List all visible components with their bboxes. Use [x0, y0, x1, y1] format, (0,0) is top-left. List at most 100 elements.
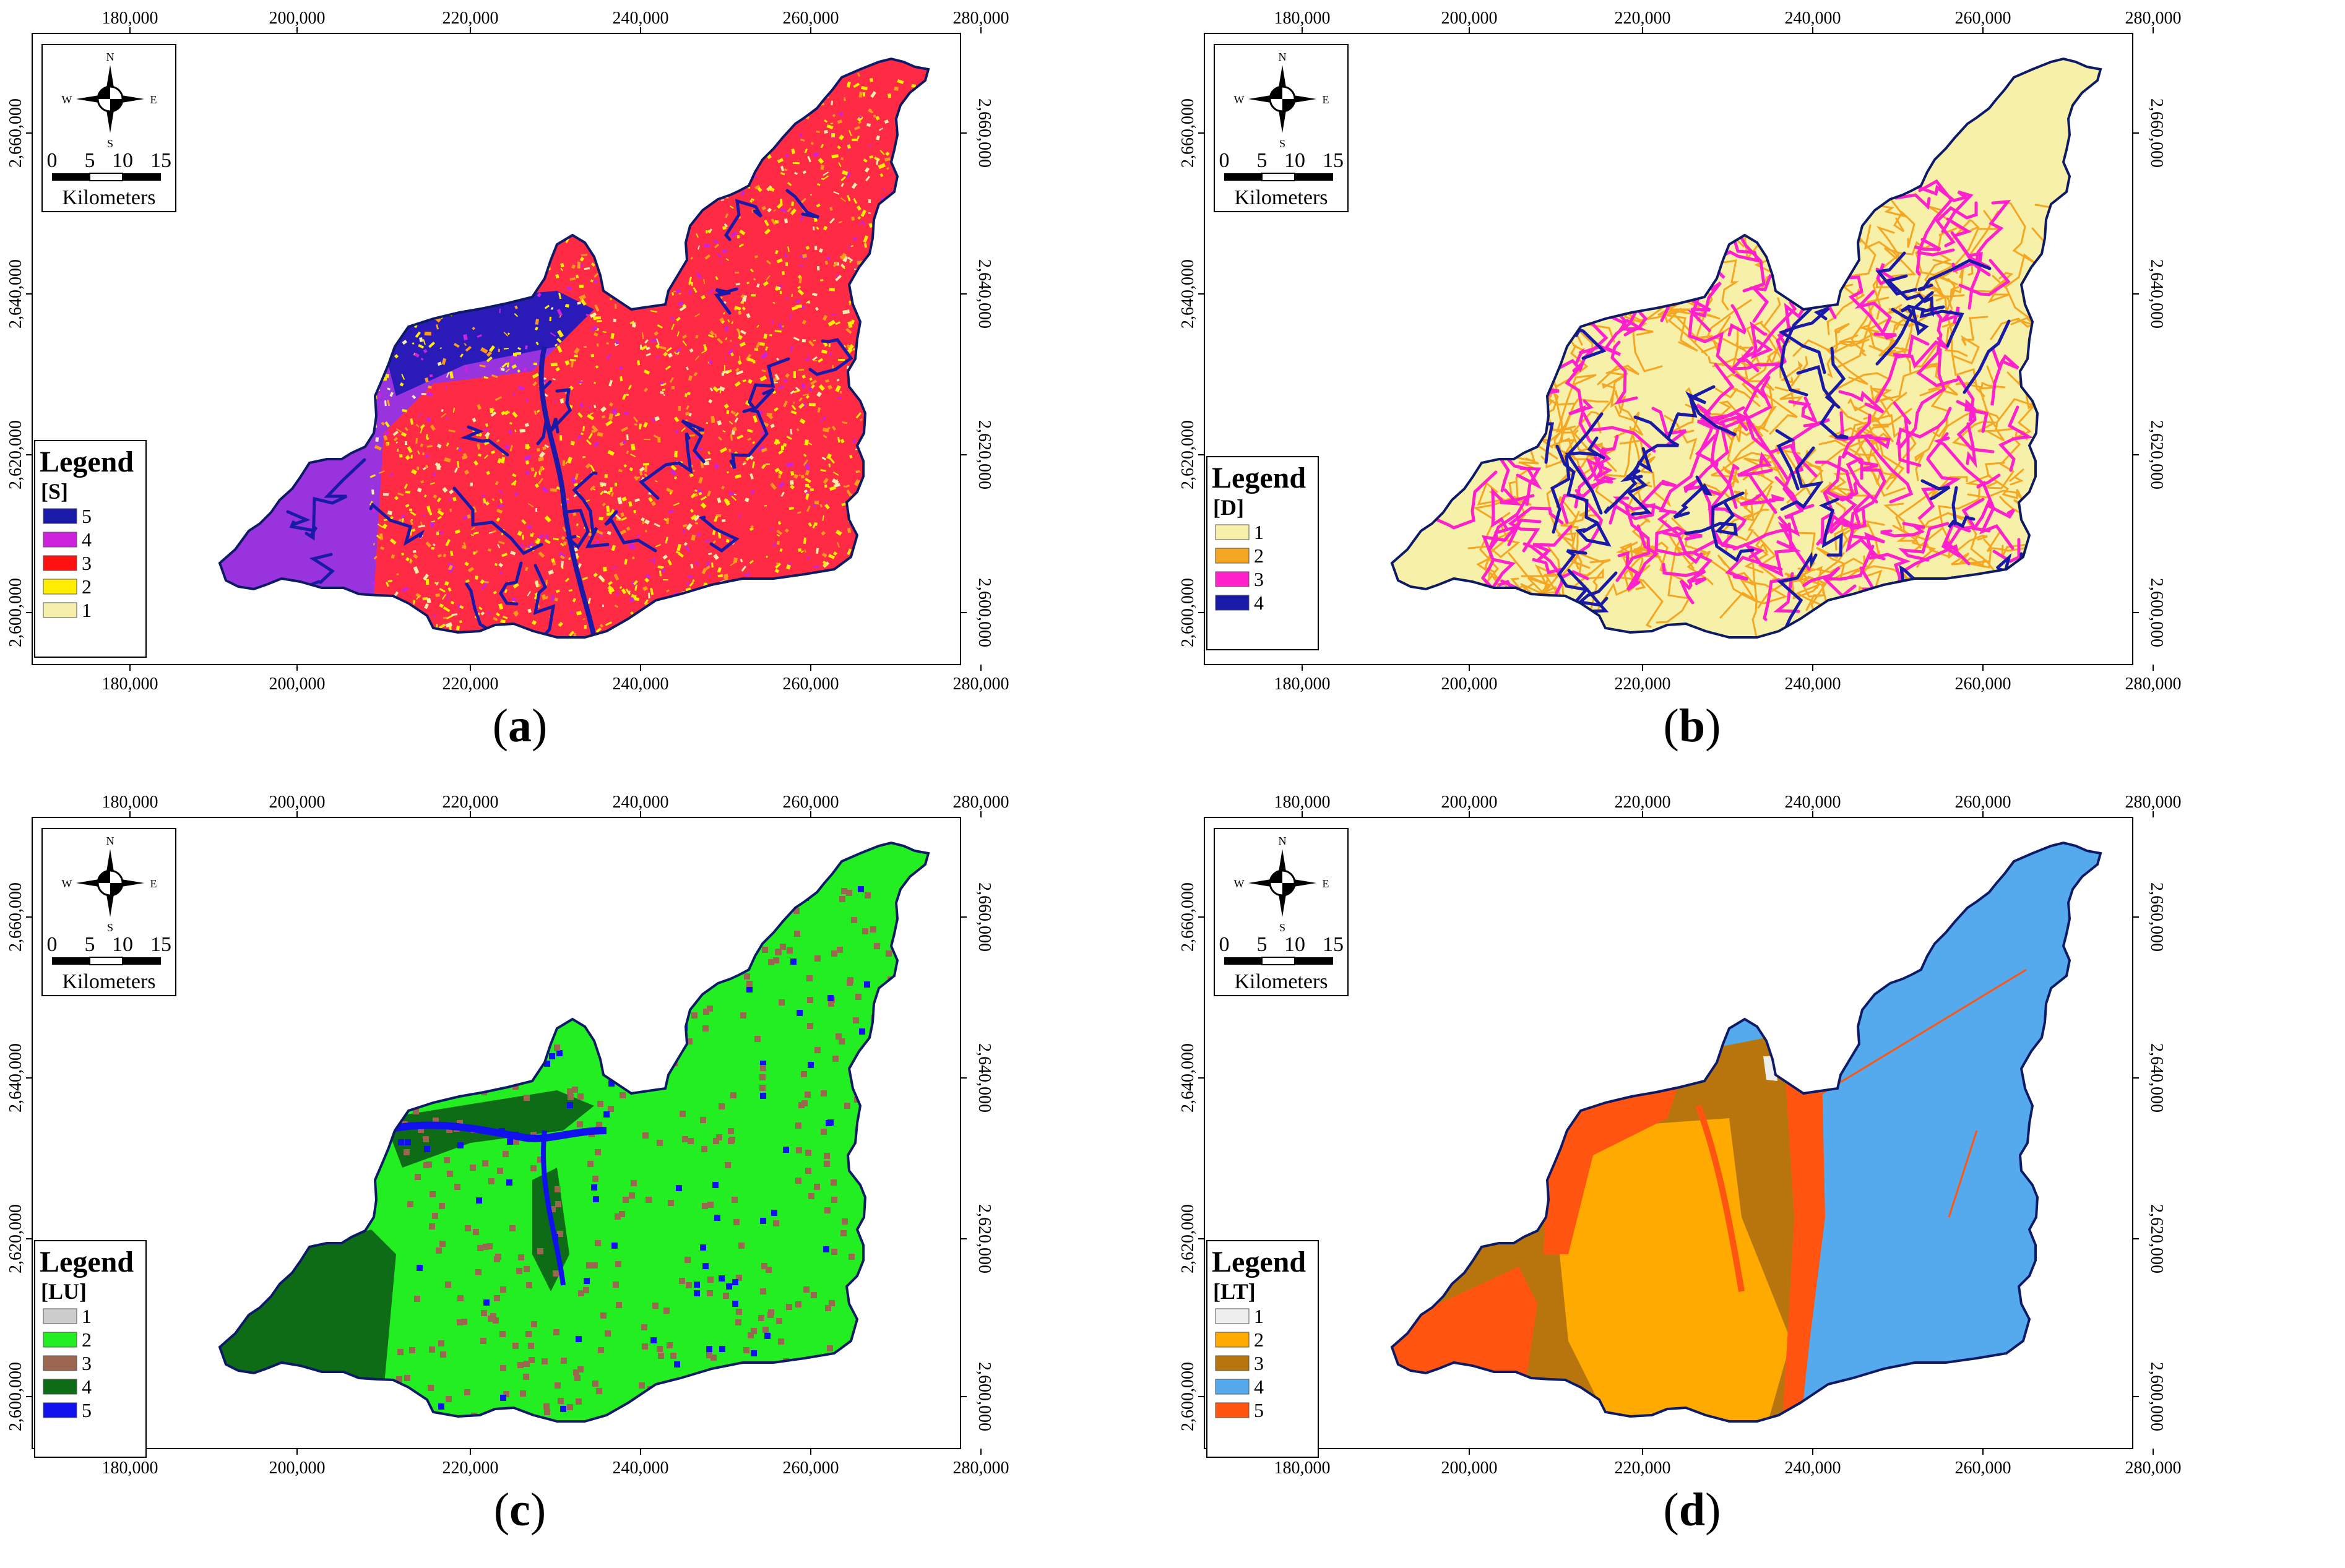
legend-item-label: 4 [82, 528, 92, 551]
y-tick-label-right: 2,660,000 [975, 882, 994, 952]
scale-label: 10 [1284, 149, 1305, 172]
x-tick-label-bottom: 260,000 [1955, 1458, 2011, 1478]
x-tick-label-bottom: 240,000 [613, 1458, 669, 1478]
legend-subtitle: [LU] [41, 1279, 87, 1304]
x-tick-label-top: 200,000 [269, 9, 326, 28]
x-tick-label-bottom: 200,000 [269, 1458, 326, 1478]
x-tick-label-top: 260,000 [1955, 9, 2011, 28]
watershed-boundary [218, 57, 930, 639]
x-tick-label-bottom: 280,000 [2125, 674, 2182, 694]
y-tick-label-right: 2,640,000 [975, 1043, 994, 1113]
y-tick-label-left: 2,620,000 [6, 420, 25, 489]
legend-subtitle: [S] [41, 479, 68, 504]
y-tick-label-right: 2,640,000 [2147, 259, 2166, 329]
y-tick-label-left: 2,660,000 [1178, 882, 1198, 952]
legend-item-label: 4 [1254, 1376, 1264, 1398]
legend-title: Legend [40, 1246, 134, 1278]
legend-swatch [1215, 1402, 1250, 1418]
x-tick-label-top: 200,000 [269, 793, 326, 812]
map-svg: 180,000 180,000 200,000 200,000 220,000 220,0… [6, 9, 1009, 694]
x-tick-label-top: 240,000 [613, 9, 669, 28]
scale-label: 0 [47, 933, 58, 956]
map-panel-c: 180,000 180,000 200,000 200,000 220,000 220,0… [0, 784, 1172, 1568]
y-tick-label-right: 2,620,000 [2147, 1204, 2166, 1273]
x-tick-label-top: 220,000 [443, 9, 499, 28]
scale-label: 0 [1219, 149, 1230, 172]
legend-item-label: 2 [1254, 545, 1264, 567]
north-arrow-icon: N S E W [1234, 51, 1329, 150]
scale-label: 5 [1257, 149, 1268, 172]
y-tick-label-right: 2,640,000 [2147, 1043, 2166, 1113]
panel-caption: (a) [492, 700, 548, 752]
x-tick-label-top: 260,000 [783, 793, 839, 812]
compass-label-w: W [62, 877, 72, 890]
y-tick-label-left: 2,660,000 [6, 882, 25, 952]
x-tick-label-bottom: 260,000 [783, 1458, 839, 1478]
legend-swatch [1215, 524, 1250, 540]
y-tick-label-left: 2,640,000 [6, 1043, 25, 1113]
panel-caption-letter: b [1678, 700, 1706, 752]
x-tick-label-bottom: 220,000 [1615, 674, 1671, 694]
scale-label: 0 [1219, 933, 1230, 956]
y-tick-label-left: 2,620,000 [1178, 420, 1198, 489]
legend-swatch [43, 1332, 77, 1348]
x-tick-label-bottom: 240,000 [613, 674, 669, 694]
y-tick-label-right: 2,620,000 [2147, 420, 2166, 489]
x-tick-label-bottom: 240,000 [1785, 674, 1841, 694]
legend-item-label: 2 [82, 575, 92, 598]
legend-swatch [1215, 1332, 1250, 1348]
legend-item-label: 1 [1254, 521, 1264, 543]
compass-label-w: W [1234, 93, 1245, 106]
compass-label-n: N [1279, 835, 1287, 847]
scale-label: 15 [150, 933, 171, 956]
legend-subtitle: [D] [1213, 495, 1244, 520]
legend-swatch [43, 508, 77, 524]
legend-item-label: 5 [82, 505, 92, 527]
x-tick-label-top: 280,000 [953, 9, 1009, 28]
legend-swatch [43, 1379, 77, 1395]
x-tick-label-top: 220,000 [1615, 9, 1671, 28]
legend-item-label: 4 [1254, 592, 1264, 614]
x-tick-label-bottom: 200,000 [1441, 1458, 1498, 1478]
x-tick-label-bottom: 220,000 [443, 674, 499, 694]
legend-subtitle: [LT] [1213, 1279, 1256, 1304]
map-svg: 180,000 180,000 200,000 200,000 220,000 220,0… [1178, 9, 2182, 694]
compass-label-e: E [150, 877, 157, 890]
panel-caption-letter: c [509, 1484, 530, 1536]
y-tick-label-left: 2,600,000 [6, 578, 25, 647]
legend-item-label: 1 [82, 1305, 92, 1327]
legend-item-label: 4 [82, 1376, 92, 1398]
scale-label: 5 [1257, 933, 1268, 956]
map-svg: 180,000 180,000 200,000 200,000 220,000 220,0… [6, 793, 1009, 1478]
y-tick-label-right: 2,600,000 [975, 1362, 994, 1431]
x-tick-label-bottom: 260,000 [1955, 674, 2011, 694]
map-panel-d: 180,000 180,000 200,000 200,000 220,000 220,0… [1172, 784, 2344, 1568]
legend-title: Legend [1212, 462, 1306, 494]
x-tick-label-bottom: 220,000 [1615, 1458, 1671, 1478]
x-tick-label-bottom: 180,000 [102, 1458, 158, 1478]
scale-unit: Kilometers [62, 970, 155, 993]
panel-caption: (c) [493, 1484, 546, 1536]
y-tick-label-left: 2,600,000 [6, 1362, 25, 1431]
compass-label-w: W [62, 93, 72, 106]
compass-label-s: S [1279, 137, 1285, 150]
compass-label-n: N [106, 51, 114, 63]
scale-label: 10 [112, 933, 133, 956]
y-tick-label-right: 2,640,000 [975, 259, 994, 329]
north-arrow-icon: N S E W [62, 835, 157, 934]
map-svg: 180,000 180,000 200,000 200,000 220,000 220,0… [1178, 793, 2182, 1478]
scale-label: 15 [150, 149, 171, 172]
panel-caption: (d) [1663, 1484, 1721, 1536]
compass-scale-box: N S E W 0 5 10 15 Kilometers [1214, 828, 1349, 996]
scale-unit: Kilometers [1234, 970, 1328, 993]
y-tick-label-left: 2,600,000 [1178, 578, 1198, 647]
y-tick-label-right: 2,600,000 [975, 578, 994, 647]
compass-label-e: E [1323, 877, 1329, 890]
x-tick-label-top: 180,000 [102, 9, 158, 28]
x-tick-label-top: 220,000 [443, 793, 499, 812]
x-tick-label-top: 280,000 [2125, 793, 2182, 812]
x-tick-label-bottom: 280,000 [953, 674, 1009, 694]
legend-item-label: 5 [1254, 1399, 1264, 1421]
